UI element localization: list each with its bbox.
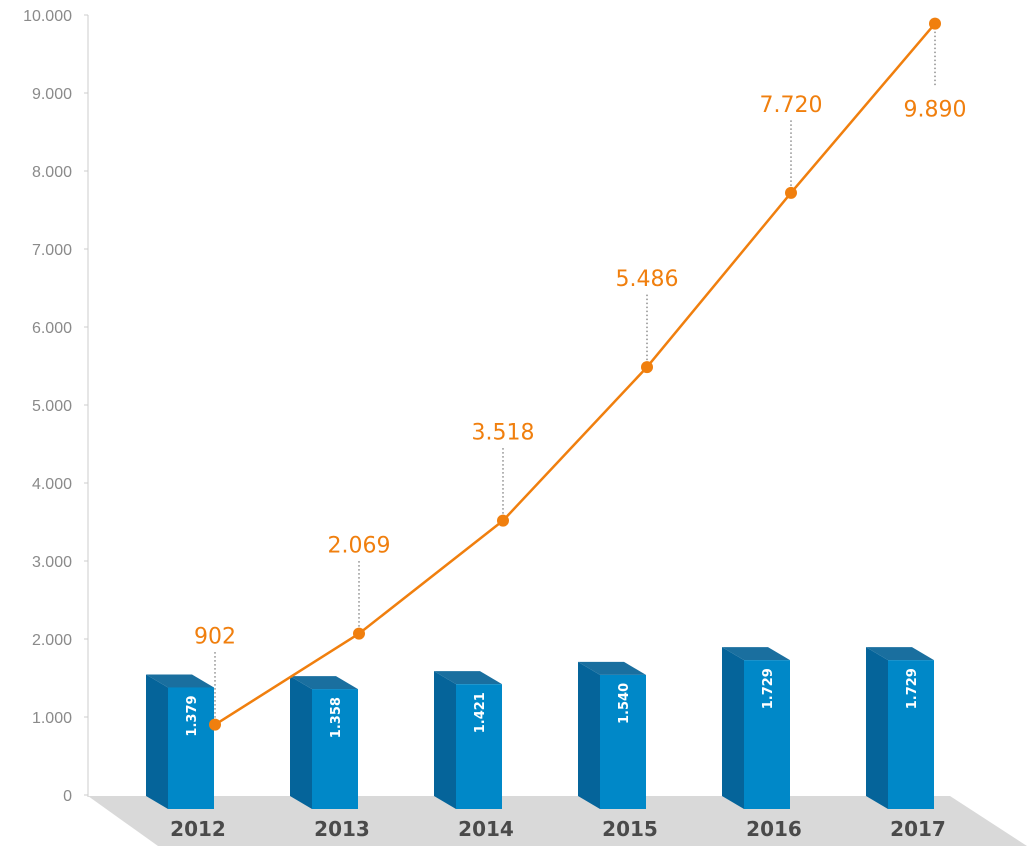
y-axis: 0 1.000 2.000 3.000 4.000 5.000 6.000 7.000 8.00… — [23, 8, 89, 805]
y-tick-label: 5.000 — [32, 398, 72, 415]
y-tick-label: 9.000 — [32, 86, 72, 103]
y-tick-label: 10.000 — [23, 8, 72, 25]
y-tick-label: 3.000 — [32, 554, 72, 571]
bar-side — [578, 661, 600, 809]
line-value-label: 2.069 — [328, 534, 391, 559]
line-point — [785, 186, 797, 199]
bar-value-label: 1.729 — [761, 668, 776, 709]
bar-value-label: 1.358 — [329, 697, 344, 738]
x-axis-ticks: 2012 2013 2014 2015 2016 2017 — [170, 817, 946, 841]
bar-side — [866, 647, 888, 809]
bar-side — [434, 671, 456, 809]
x-tick-label: 2015 — [602, 817, 658, 841]
bar — [888, 660, 934, 809]
bar — [744, 660, 790, 809]
bar — [312, 689, 358, 809]
line-point — [641, 361, 653, 374]
x-tick-label: 2012 — [170, 817, 226, 841]
y-tick-label: 2.000 — [32, 632, 72, 649]
bar-side — [146, 674, 168, 809]
bar-top — [578, 661, 646, 675]
y-tick-label: 1.000 — [32, 710, 72, 727]
bar-value-label: 1.729 — [905, 668, 920, 709]
bar — [456, 684, 502, 809]
bar-side — [722, 647, 744, 809]
bar-top — [290, 676, 358, 690]
line-point — [353, 627, 365, 640]
line-value-label: 3.518 — [472, 421, 535, 446]
line-value-label: 5.486 — [616, 267, 679, 292]
line-value-label: 902 — [194, 625, 236, 650]
bar-series: 1.379 1.358 1.421 1.540 1.729 1.729 — [146, 647, 934, 809]
line-value-label: 9.890 — [904, 98, 967, 123]
bar-value-label: 1.421 — [473, 692, 488, 733]
line-path — [214, 22, 936, 726]
bar — [168, 687, 214, 809]
y-tick-label: 6.000 — [32, 320, 72, 337]
y-tick-label: 8.000 — [32, 164, 72, 181]
bar-top — [722, 647, 790, 661]
bar-top — [434, 671, 502, 685]
bar-value-label: 1.379 — [185, 695, 200, 736]
bar-value-label: 1.540 — [617, 683, 632, 724]
y-tick-label: 4.000 — [32, 476, 72, 493]
y-tick-label: 0 — [63, 788, 72, 805]
x-tick-label: 2017 — [890, 817, 946, 841]
line-value-label: 7.720 — [760, 93, 823, 118]
bar — [600, 674, 646, 809]
line-point — [929, 17, 941, 30]
line-point — [209, 718, 221, 731]
x-tick-label: 2013 — [314, 817, 370, 841]
line-point — [497, 514, 509, 527]
bar-side — [290, 676, 312, 809]
x-tick-label: 2014 — [458, 817, 514, 841]
line-series: 902 2.069 3.518 5.486 7.720 9.890 — [194, 17, 967, 731]
y-tick-label: 7.000 — [32, 242, 72, 259]
x-tick-label: 2016 — [746, 817, 802, 841]
bar-top — [866, 647, 934, 661]
bar-top — [146, 674, 214, 688]
